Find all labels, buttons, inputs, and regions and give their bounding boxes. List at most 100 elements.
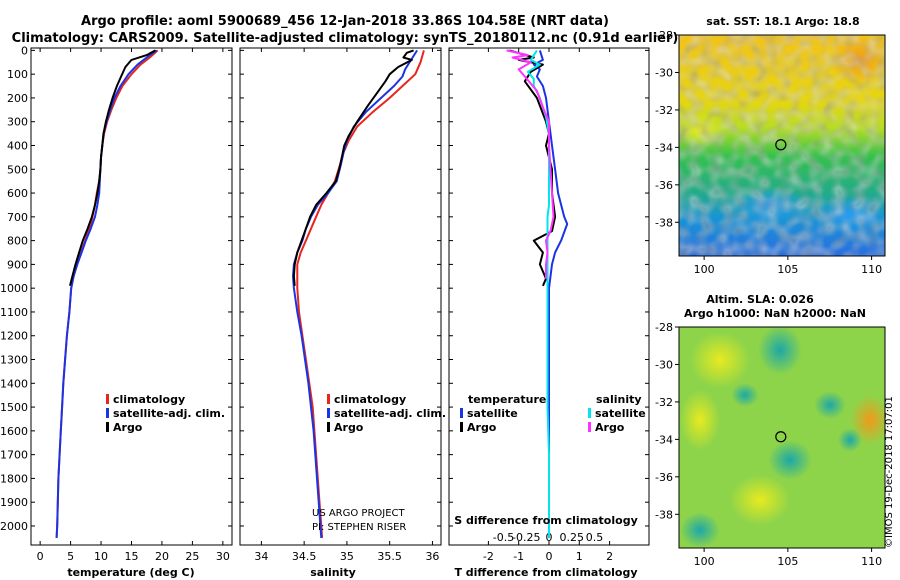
- lat-tick-label: -38: [655, 508, 673, 521]
- legend-label-climatology: climatology: [113, 393, 185, 406]
- legend-swatch-satellite: [106, 408, 109, 418]
- legend-label-argo: Argo: [334, 421, 364, 434]
- lat-tick-label: -34: [655, 433, 673, 446]
- legend-swatch-s-satellite: [588, 408, 591, 418]
- s-tick-label: -0.5: [493, 531, 514, 544]
- lon-tick-label: 105: [777, 263, 798, 276]
- depth-tick-label: 1400: [0, 377, 28, 390]
- legend-label-s-satellite: satellite: [595, 407, 646, 420]
- legend-swatch-argo: [106, 422, 109, 432]
- sla-low-patch: [814, 391, 846, 419]
- s-tick-label: -0.25: [512, 531, 540, 544]
- salinity-panel: [239, 47, 442, 546]
- x-tick-label: 25: [185, 550, 199, 563]
- lon-tick-label: 110: [861, 263, 882, 276]
- legend-swatch-climatology: [106, 394, 109, 404]
- lat-tick-label: -38: [655, 216, 673, 229]
- lat-tick-label: -34: [655, 141, 673, 154]
- sst-map-title: sat. SST: 18.1 Argo: 18.8: [706, 15, 859, 28]
- series-satellite-adj-clim-: [55, 49, 158, 538]
- x-tick-label: 30: [216, 550, 230, 563]
- series-argo-s: [506, 49, 555, 279]
- x-tick-label: 1: [576, 550, 583, 563]
- legend-swatch-s-argo: [588, 422, 591, 432]
- title-line-2: Climatology: CARS2009. Satellite-adjuste…: [12, 31, 679, 46]
- x-tick-label: 34.5: [292, 550, 317, 563]
- lat-tick-label: -32: [655, 104, 673, 117]
- lat-tick-label: -30: [655, 66, 673, 79]
- legend-label-satellite: satellite-adj. clim.: [334, 407, 446, 420]
- series-layer: [55, 49, 569, 538]
- series-satellite-s: [526, 49, 550, 538]
- sla-high-patch: [690, 332, 750, 388]
- series-argo-t: [509, 49, 557, 287]
- x-tick-label: 20: [155, 550, 169, 563]
- depth-tick-label: 1800: [0, 472, 28, 485]
- x-tick-label: -1: [513, 550, 524, 563]
- lon-tick-label: 105: [777, 555, 798, 568]
- lat-tick-label: -30: [655, 358, 673, 371]
- temperature-xlabel: temperature (deg C): [67, 566, 194, 579]
- sla-low-patch: [680, 512, 720, 548]
- x-tick-label: 34: [254, 550, 268, 563]
- sst-map-texture: [679, 35, 885, 256]
- x-tick-label: 10: [94, 550, 108, 563]
- legend-swatch-climatology: [327, 394, 330, 404]
- sla-map-frame: [678, 326, 886, 549]
- depth-tick-label: 1000: [0, 282, 28, 295]
- depth-tick-label: 1100: [0, 306, 28, 319]
- legend-swatch-argo: [327, 422, 330, 432]
- lat-tick-label: -28: [655, 29, 673, 42]
- s-tick-label: 0.25: [559, 531, 584, 544]
- credit-project: US ARGO PROJECT: [312, 508, 406, 519]
- axes-layer: 0100200300400500600700800900100011001200…: [0, 44, 649, 563]
- title-line-1: Argo profile: aoml 5900689_456 12-Jan-20…: [81, 14, 609, 29]
- depth-tick-label: 1200: [0, 330, 28, 343]
- sla-low-patch: [758, 327, 802, 375]
- sla-low-patch: [838, 428, 862, 452]
- legend-label-satellite: satellite-adj. clim.: [113, 407, 225, 420]
- x-tick-label: 35: [340, 550, 354, 563]
- depth-tick-label: 800: [7, 235, 28, 248]
- difference-xlabel: T difference from climatology: [454, 566, 637, 579]
- depth-tick-label: 900: [7, 258, 28, 271]
- argo-location-marker: [775, 431, 787, 443]
- sla-map-title-2: Argo h1000: NaN h2000: NaN: [684, 307, 866, 320]
- lat-tick-label: -32: [655, 396, 673, 409]
- sla-map: [679, 327, 885, 548]
- sla-map-title-1: Altim. SLA: 0.026: [706, 293, 814, 306]
- sla-high-patch: [680, 390, 720, 450]
- legend-title-salinity: salinity: [596, 393, 642, 406]
- depth-tick-label: 1900: [0, 496, 28, 509]
- legend-label-t-argo: Argo: [467, 421, 497, 434]
- argo-location-marker: [775, 139, 787, 151]
- lon-tick-label: 100: [694, 263, 715, 276]
- credit-pi: PI: STEPHEN RISER: [312, 522, 406, 533]
- lon-tick-label: 100: [694, 555, 715, 568]
- temperature-legend: climatology satellite-adj. clim. Argo: [106, 393, 225, 434]
- depth-tick-label: 200: [7, 92, 28, 105]
- depth-tick-label: 1600: [0, 425, 28, 438]
- sla-low-patch: [731, 383, 759, 407]
- x-tick-label: 15: [125, 550, 139, 563]
- legend-label-climatology: climatology: [334, 393, 406, 406]
- difference-legend: temperature satellite Argo salinity sate…: [460, 393, 646, 434]
- legend-label-t-satellite: satellite: [467, 407, 518, 420]
- s-difference-label: S difference from climatology: [454, 514, 638, 527]
- sla-high-patch: [730, 475, 790, 525]
- series-argo: [69, 49, 156, 287]
- lat-tick-label: -28: [655, 321, 673, 334]
- legend-swatch-t-satellite: [460, 408, 463, 418]
- sla-low-patch: [768, 440, 812, 480]
- depth-tick-label: 300: [7, 116, 28, 129]
- depth-tick-label: 100: [7, 68, 28, 81]
- x-tick-label: 5: [67, 550, 74, 563]
- salinity-legend: climatology satellite-adj. clim. Argo: [327, 393, 446, 434]
- legend-label-argo: Argo: [113, 421, 143, 434]
- x-tick-label: 36: [425, 550, 439, 563]
- s-tick-label: 0.5: [586, 531, 604, 544]
- depth-tick-label: 500: [7, 163, 28, 176]
- lat-tick-label: -36: [655, 471, 673, 484]
- legend-swatch-t-argo: [460, 422, 463, 432]
